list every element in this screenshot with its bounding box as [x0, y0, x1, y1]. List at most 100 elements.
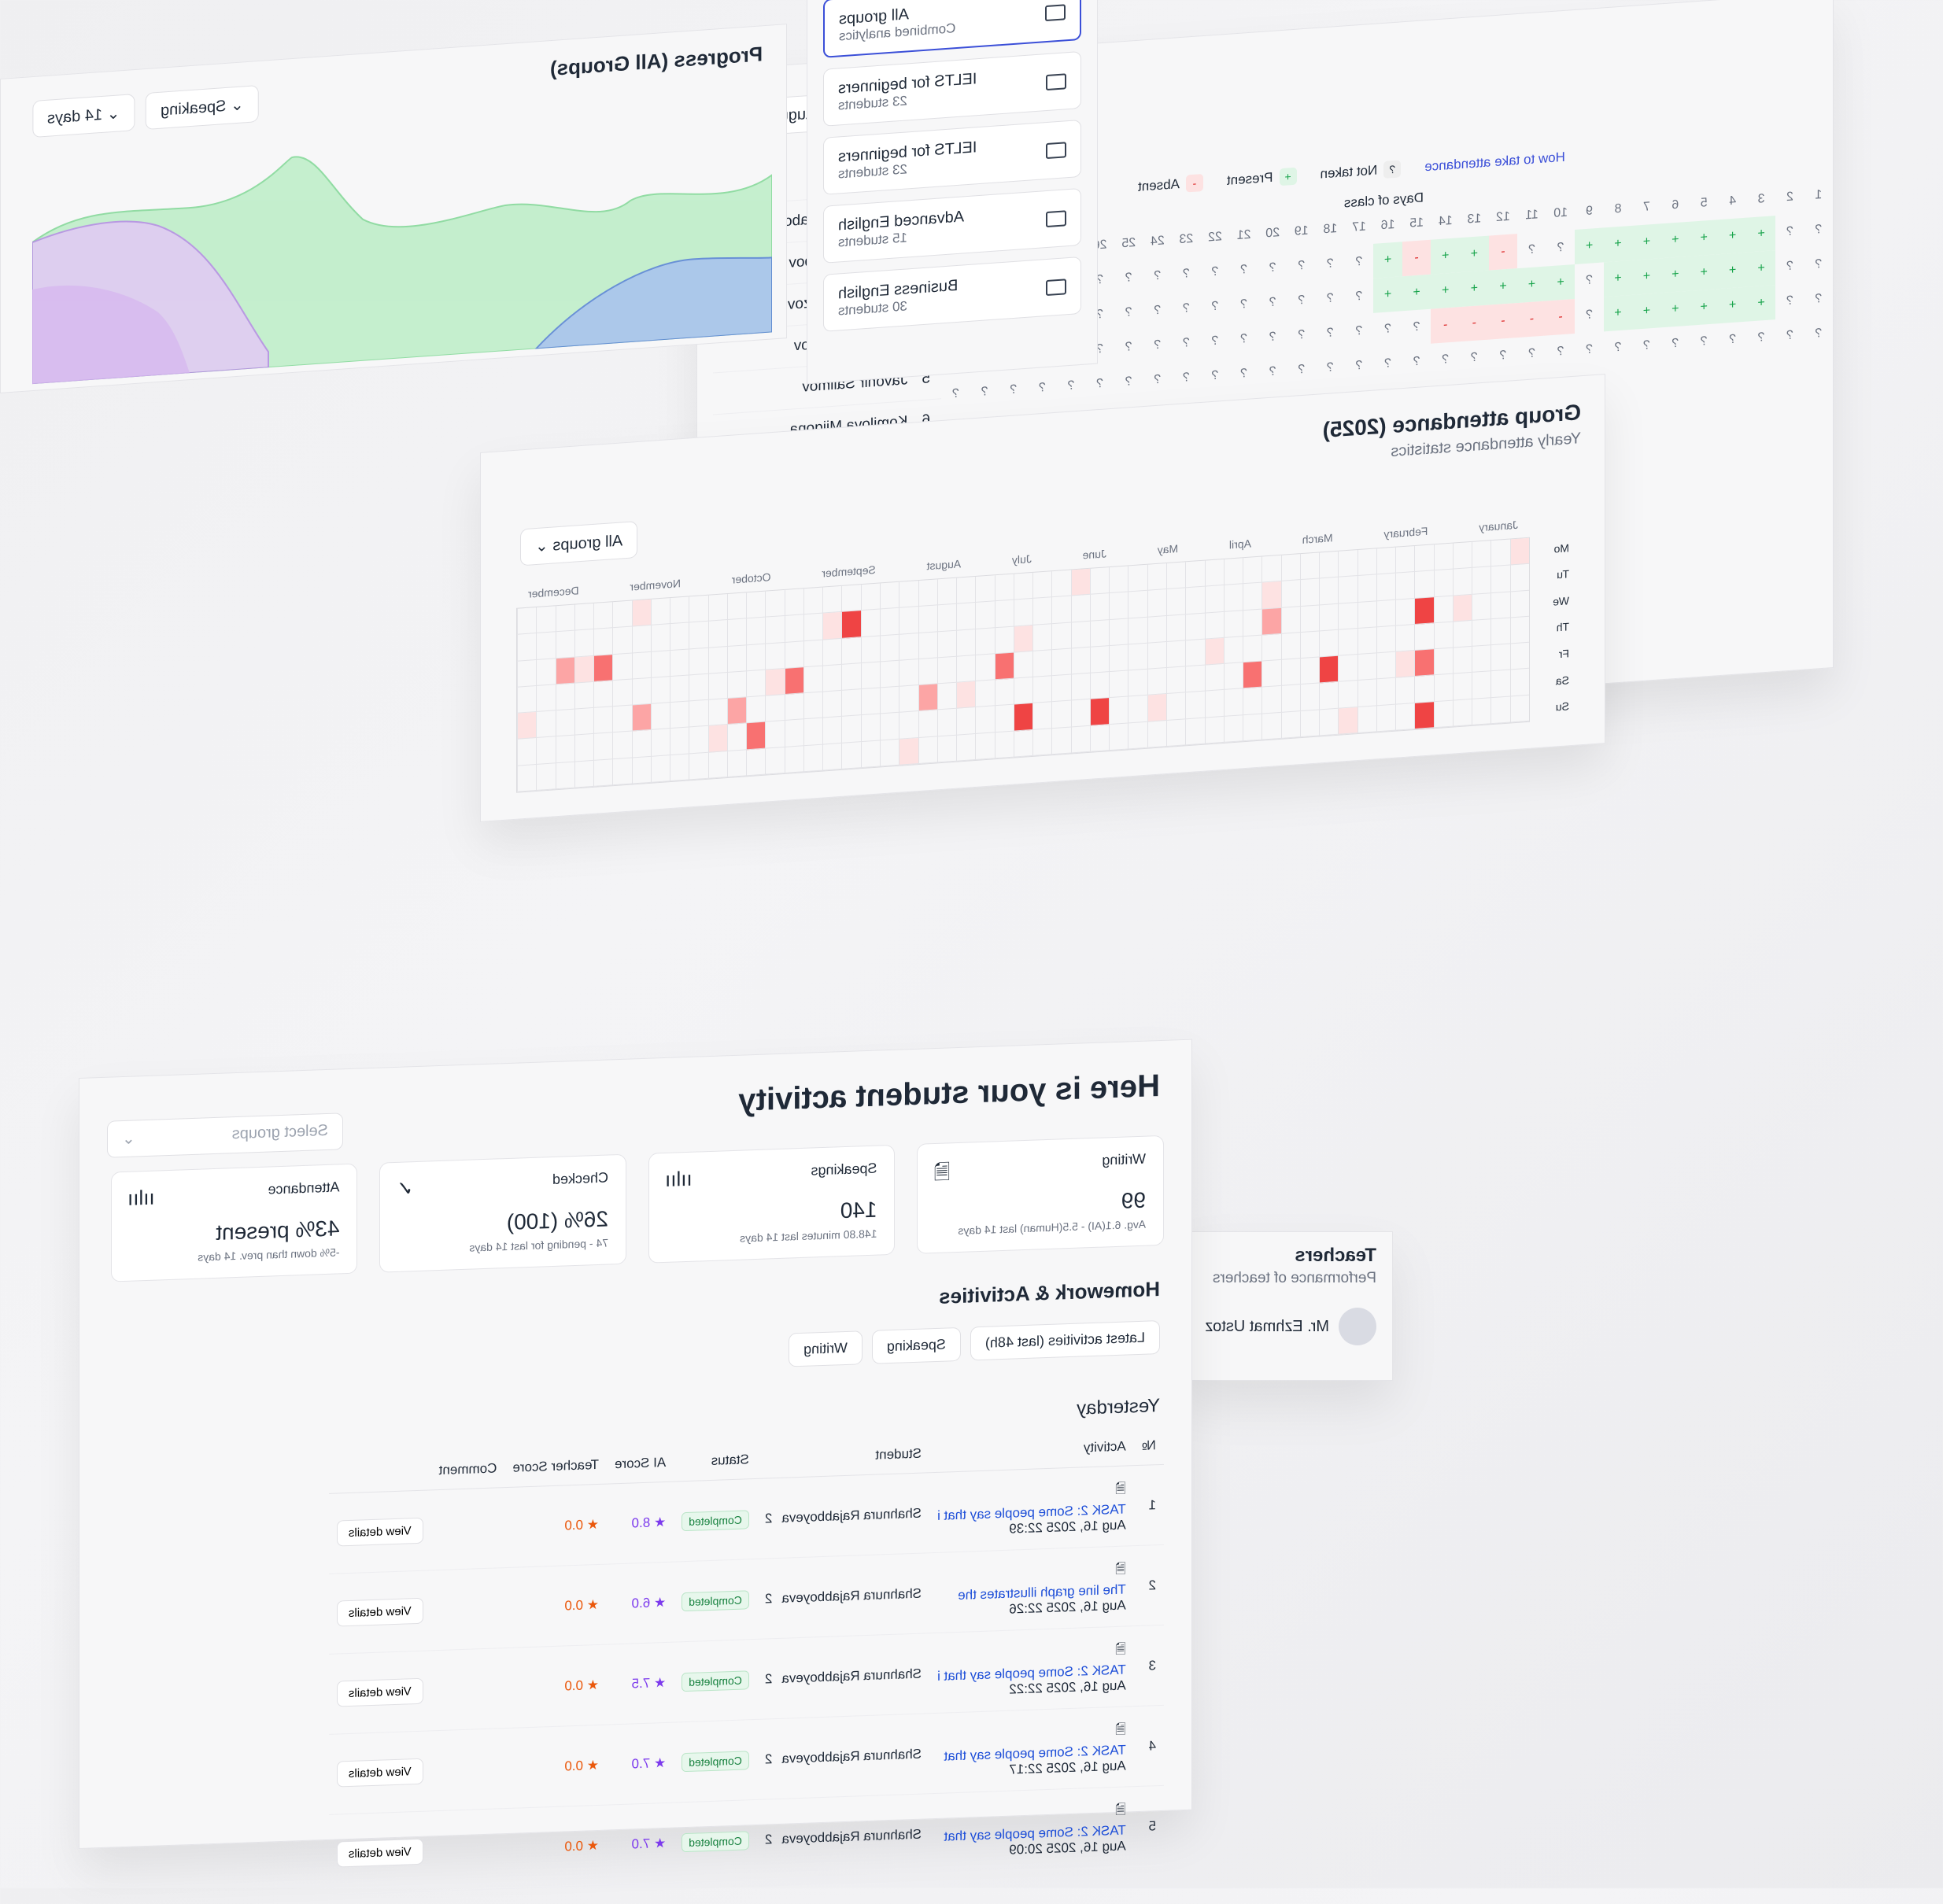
attendance-cell[interactable]: ?: [1384, 356, 1391, 371]
attendance-cell[interactable]: ?: [1815, 256, 1823, 271]
attendance-cell[interactable]: +: [1402, 274, 1431, 312]
attendance-cell[interactable]: +: [1632, 293, 1661, 330]
attendance-cell[interactable]: +: [1603, 260, 1633, 297]
attendance-cell[interactable]: +: [1517, 266, 1546, 304]
attendance-cell[interactable]: -: [1517, 301, 1546, 338]
attendance-cell[interactable]: -: [1546, 298, 1575, 336]
group-card[interactable]: IELTS for beginners 23 students: [823, 119, 1081, 195]
attendance-cell[interactable]: ?: [952, 386, 959, 401]
attendance-cell[interactable]: -: [1488, 234, 1518, 271]
attendance-cell[interactable]: ?: [1211, 264, 1219, 279]
attendance-cell[interactable]: ?: [1586, 308, 1594, 322]
attendance-cell[interactable]: +: [1460, 270, 1489, 308]
teacher-item[interactable]: Mr. Ezhmat Ustoz: [1197, 1308, 1376, 1345]
attendance-cell[interactable]: +: [1431, 238, 1461, 275]
attendance-cell[interactable]: ?: [1211, 299, 1219, 314]
activity-cell[interactable]: 🗎 TASK 2: Some people say that i Aug 16, …: [929, 1625, 1134, 1714]
attendance-cell[interactable]: -: [1402, 239, 1431, 277]
attendance-cell[interactable]: ?: [1154, 268, 1162, 283]
attendance-cell[interactable]: +: [1373, 276, 1402, 313]
attendance-cell[interactable]: ?: [1586, 273, 1594, 287]
attendance-cell[interactable]: ?: [1557, 240, 1564, 255]
attendance-cell[interactable]: ?: [1211, 368, 1219, 383]
attendance-cell[interactable]: ?: [1125, 305, 1132, 319]
attendance-cell[interactable]: ?: [1671, 336, 1679, 351]
attendance-cell[interactable]: +: [1746, 285, 1776, 322]
attendance-cell[interactable]: ?: [1269, 364, 1276, 379]
attendance-cell[interactable]: ?: [1211, 334, 1219, 349]
attendance-cell[interactable]: ?: [1326, 326, 1334, 340]
view-details-button[interactable]: View details: [336, 1597, 423, 1627]
attendance-cell[interactable]: ?: [1240, 367, 1248, 381]
attendance-cell[interactable]: ?: [1586, 342, 1594, 356]
attendance-cell[interactable]: ?: [1815, 326, 1823, 341]
attendance-cell[interactable]: ?: [1154, 372, 1162, 387]
attendance-cell[interactable]: ?: [1240, 332, 1248, 346]
activity-cell[interactable]: 🗎 TASK 2: Some people say that i Aug 16, …: [929, 1465, 1134, 1553]
attendance-cell[interactable]: ?: [1557, 344, 1564, 359]
attendance-cell[interactable]: ?: [1182, 301, 1190, 315]
attendance-cell[interactable]: +: [1718, 217, 1747, 255]
filter-chip[interactable]: Latest activities (last 48h): [970, 1320, 1160, 1361]
skill-select[interactable]: ⌄ Speaking: [146, 84, 260, 131]
attendance-cell[interactable]: ?: [1269, 260, 1276, 275]
attendance-cell[interactable]: +: [1632, 223, 1661, 260]
attendance-cell[interactable]: ?: [1384, 322, 1391, 336]
attendance-cell[interactable]: ?: [1355, 358, 1363, 373]
attendance-cell[interactable]: ?: [1355, 254, 1363, 269]
attendance-cell[interactable]: ?: [1700, 334, 1708, 349]
attendance-cell[interactable]: ?: [1528, 242, 1535, 257]
activity-cell[interactable]: 🗎 TASK 2: Some people say that Aug 16, 20…: [929, 1786, 1134, 1874]
attendance-cell[interactable]: ?: [1096, 376, 1104, 391]
view-details-button[interactable]: View details: [336, 1838, 423, 1868]
attendance-cell[interactable]: ?: [1154, 303, 1162, 318]
attendance-cell[interactable]: ?: [1269, 295, 1276, 310]
attendance-cell[interactable]: +: [1603, 294, 1633, 332]
how-to-link[interactable]: How to take attendance: [1424, 149, 1565, 175]
attendance-cell[interactable]: ?: [1442, 352, 1450, 367]
attendance-cell[interactable]: -: [1431, 307, 1461, 344]
attendance-cell[interactable]: ?: [1298, 362, 1306, 377]
attendance-cell[interactable]: +: [1660, 290, 1690, 328]
attendance-cell[interactable]: ?: [1642, 338, 1650, 352]
attendance-cell[interactable]: -: [1488, 303, 1518, 340]
attendance-cell[interactable]: ?: [1125, 340, 1132, 354]
attendance-cell[interactable]: +: [1746, 216, 1776, 253]
heatmap-group-select[interactable]: All groups ⌄: [520, 520, 638, 566]
view-details-button[interactable]: View details: [336, 1758, 423, 1788]
attendance-cell[interactable]: +: [1431, 272, 1461, 309]
attendance-cell[interactable]: +: [1546, 264, 1575, 301]
attendance-cell[interactable]: ?: [1010, 382, 1018, 397]
attendance-cell[interactable]: ?: [1298, 258, 1306, 273]
activity-cell[interactable]: 🗎 TASK 2: Some people say that Aug 16, 20…: [929, 1706, 1134, 1794]
attendance-cell[interactable]: ?: [1182, 267, 1190, 281]
attendance-cell[interactable]: ?: [1067, 378, 1075, 393]
filter-chip[interactable]: Speaking: [871, 1327, 961, 1364]
attendance-cell[interactable]: -: [1460, 304, 1489, 342]
attendance-cell[interactable]: +: [1690, 254, 1719, 291]
attendance-cell[interactable]: ?: [1614, 340, 1622, 355]
attendance-cell[interactable]: ?: [1729, 332, 1737, 347]
attendance-cell[interactable]: ?: [1154, 338, 1162, 352]
attendance-cell[interactable]: ?: [1326, 360, 1334, 375]
attendance-cell[interactable]: +: [1632, 258, 1661, 295]
attendance-cell[interactable]: +: [1746, 250, 1776, 287]
attendance-cell[interactable]: ?: [1355, 323, 1363, 338]
attendance-cell[interactable]: ?: [1499, 349, 1507, 363]
attendance-cell[interactable]: ?: [1298, 327, 1306, 342]
attendance-cell[interactable]: +: [1718, 286, 1747, 324]
attendance-cell[interactable]: ?: [1786, 259, 1793, 274]
attendance-cell[interactable]: ?: [1125, 271, 1132, 285]
attendance-cell[interactable]: +: [1690, 289, 1719, 326]
select-groups[interactable]: Select groups ⌄: [107, 1113, 343, 1158]
attendance-cell[interactable]: ?: [1786, 293, 1793, 308]
attendance-cell[interactable]: ?: [1240, 263, 1248, 277]
attendance-cell[interactable]: ?: [1182, 371, 1190, 385]
filter-chip[interactable]: Writing: [789, 1330, 863, 1367]
view-details-button[interactable]: View details: [336, 1517, 423, 1547]
group-card[interactable]: All groups Combined analytics: [823, 0, 1081, 58]
attendance-cell[interactable]: ?: [1786, 224, 1793, 239]
activity-cell[interactable]: 🗎 The line graph illustrates the Aug 16, …: [929, 1545, 1134, 1633]
attendance-cell[interactable]: ?: [1413, 354, 1420, 369]
range-select[interactable]: ⌄ 14 days: [32, 94, 135, 138]
